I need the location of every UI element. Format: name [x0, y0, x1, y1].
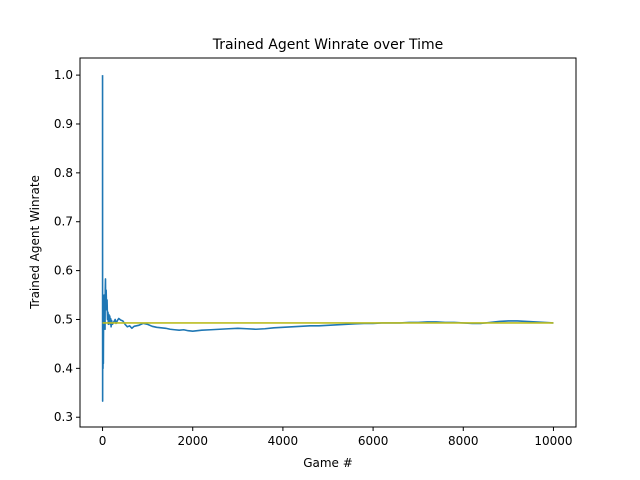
x-tick-label: 0	[99, 434, 107, 448]
x-tick-label: 6000	[358, 434, 389, 448]
series-line-1	[101, 75, 554, 402]
x-tick-label: 2000	[177, 434, 208, 448]
y-tick-label: 0.9	[54, 117, 73, 131]
y-tick-label: 0.4	[54, 361, 73, 375]
x-tick-label: 10000	[534, 434, 572, 448]
y-tick-label: 0.3	[54, 410, 73, 424]
x-axis-label: Game #	[303, 456, 353, 470]
plot-frame	[79, 57, 577, 428]
chart-title: Trained Agent Winrate over Time	[212, 37, 444, 53]
x-tick-label: 4000	[268, 434, 299, 448]
y-axis-label: Trained Agent Winrate	[28, 175, 42, 310]
y-tick-label: 0.6	[54, 264, 73, 278]
x-tick-label: 8000	[448, 434, 479, 448]
y-tick-label: 0.7	[54, 215, 73, 229]
y-tick-label: 0.5	[54, 312, 73, 326]
y-tick-label: 1.0	[54, 68, 73, 82]
y-tick-label: 0.8	[54, 166, 73, 180]
